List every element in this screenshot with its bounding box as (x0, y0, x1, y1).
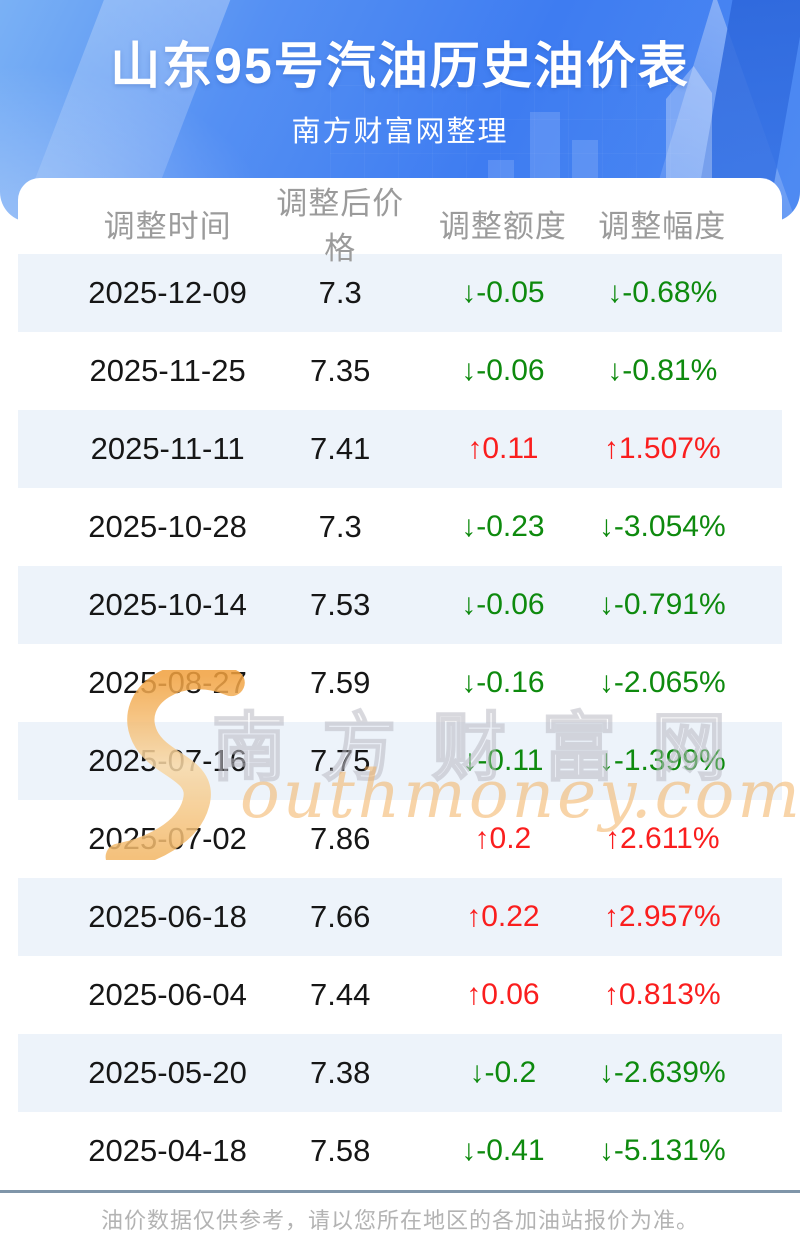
table-row: 2025-05-20 7.38 ↓-0.2 ↓-2.639% (18, 1034, 782, 1112)
table-row: 2025-11-11 7.41 ↑0.11 ↑1.507% (18, 410, 782, 488)
cell-amount: ↓-0.16 (461, 666, 545, 699)
cell-amount: ↓-0.11 (462, 744, 544, 777)
cell-date: 2025-05-20 (88, 1055, 247, 1090)
cell-date: 2025-06-18 (88, 899, 247, 934)
cell-price: 7.3 (318, 509, 362, 544)
cell-price: 7.59 (310, 665, 371, 700)
cell-date: 2025-12-09 (88, 275, 247, 310)
cell-date: 2025-04-18 (88, 1133, 247, 1168)
column-header-amount: 调整额度 (438, 208, 567, 244)
cell-date: 2025-11-25 (89, 353, 246, 388)
table-row: 2025-08-27 7.59 ↓-0.16 ↓-2.065% (18, 644, 782, 722)
cell-price: 7.44 (310, 977, 371, 1012)
cell-date: 2025-07-16 (88, 743, 247, 778)
cell-price: 7.75 (310, 743, 371, 778)
cell-amount: ↑0.11 (467, 432, 539, 465)
table-row: 2025-06-18 7.66 ↑0.22 ↑2.957% (18, 878, 782, 956)
cell-amount: ↓-0.23 (461, 510, 545, 543)
cell-date: 2025-06-04 (88, 977, 247, 1012)
table-row: 2025-07-16 7.75 ↓-0.11 ↓-1.399% (18, 722, 782, 800)
cell-price: 7.86 (310, 821, 371, 856)
column-header-time: 调整时间 (103, 208, 232, 244)
price-table-card: 调整时间 调整后价格 调整额度 调整幅度 2025-12-09 7.3 ↓-0.… (18, 178, 782, 1190)
cell-percent: ↑2.611% (604, 822, 720, 855)
cell-date: 2025-10-14 (88, 587, 247, 622)
cell-percent: ↓-3.054% (598, 510, 726, 543)
cell-percent: ↑2.957% (603, 900, 721, 933)
cell-percent: ↓-0.81% (607, 354, 718, 387)
cell-date: 2025-10-28 (88, 509, 247, 544)
table-row: 2025-12-09 7.3 ↓-0.05 ↓-0.68% (18, 254, 782, 332)
cell-percent: ↓-2.639% (598, 1056, 726, 1089)
footer-disclaimer: 油价数据仅供参考，请以您所在地区的各加油站报价为准。 (100, 1208, 699, 1233)
cell-amount: ↓-0.05 (461, 276, 545, 309)
cell-percent: ↓-1.399% (598, 744, 726, 777)
cell-amount: ↑0.06 (466, 978, 540, 1011)
cell-percent: ↓-0.791% (598, 588, 726, 621)
cell-price: 7.53 (310, 587, 371, 622)
cell-price: 7.38 (310, 1055, 371, 1090)
table-row: 2025-06-04 7.44 ↑0.06 ↑0.813% (18, 956, 782, 1034)
cell-amount: ↓-0.41 (461, 1134, 545, 1167)
cell-amount: ↓-0.06 (461, 354, 545, 387)
cell-date: 2025-07-02 (88, 821, 247, 856)
table-header-row: 调整时间 调整后价格 调整额度 调整幅度 (18, 178, 782, 266)
table-row: 2025-07-02 7.86 ↑0.2 ↑2.611% (18, 800, 782, 878)
table-row: 2025-10-14 7.53 ↓-0.06 ↓-0.791% (18, 566, 782, 644)
cell-date: 2025-11-11 (90, 431, 245, 466)
cell-date: 2025-08-27 (88, 665, 247, 700)
cell-amount: ↑0.2 (474, 822, 532, 855)
cell-percent: ↑1.507% (603, 432, 721, 465)
table-row: 2025-10-28 7.3 ↓-0.23 ↓-3.054% (18, 488, 782, 566)
cell-amount: ↑0.22 (466, 900, 540, 933)
cell-percent: ↓-0.68% (607, 276, 718, 309)
cell-price: 7.58 (310, 1133, 371, 1168)
column-header-price: 调整后价格 (276, 186, 405, 266)
cell-amount: ↓-0.06 (461, 588, 545, 621)
table-row: 2025-11-25 7.35 ↓-0.06 ↓-0.81% (18, 332, 782, 410)
cell-percent: ↓-2.065% (598, 666, 726, 699)
cell-price: 7.41 (310, 431, 371, 466)
column-header-percent: 调整幅度 (598, 208, 727, 244)
footer-divider (0, 1190, 800, 1193)
cell-percent: ↑0.813% (603, 978, 721, 1011)
cell-percent: ↓-5.131% (598, 1134, 726, 1167)
cell-price: 7.35 (310, 353, 371, 388)
page-title: 山东95号汽油历史油价表 (110, 38, 690, 94)
cell-amount: ↓-0.2 (469, 1056, 537, 1089)
table-row: 2025-04-18 7.58 ↓-0.41 ↓-5.131% (18, 1112, 782, 1190)
table-body: 2025-12-09 7.3 ↓-0.05 ↓-0.68% 2025-11-25… (18, 254, 782, 1190)
cell-price: 7.66 (310, 899, 371, 934)
page-subtitle: 南方财富网整理 (291, 116, 509, 148)
cell-price: 7.3 (318, 275, 362, 310)
